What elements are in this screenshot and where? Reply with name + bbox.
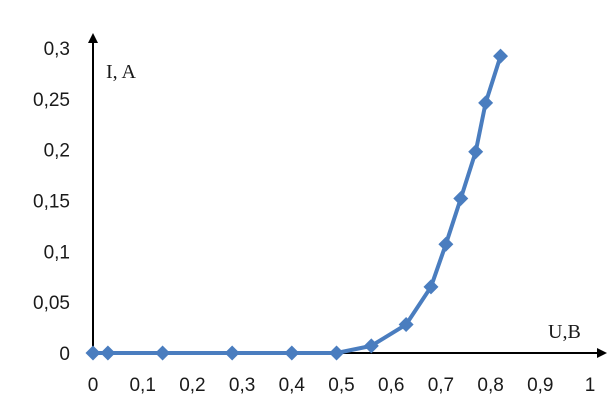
data-point-marker xyxy=(224,345,240,361)
data-point-marker xyxy=(468,144,484,160)
x-axis-arrow xyxy=(597,348,607,358)
data-point-marker xyxy=(85,345,101,361)
series-layer xyxy=(85,48,509,361)
data-point-marker xyxy=(284,345,300,361)
data-point-marker xyxy=(363,338,379,354)
data-point-marker xyxy=(493,48,509,64)
y-tick-label: 0,15 xyxy=(33,192,70,213)
x-tick-label: 0,9 xyxy=(527,375,553,396)
x-tick-label: 0,8 xyxy=(477,375,503,396)
x-tick-label: 0,1 xyxy=(129,375,155,396)
x-tick-label: 0,6 xyxy=(378,375,404,396)
x-axis-ticks: 0 0,1 0,2 0,3 0,4 0,5 0,6 0,7 0,8 0,9 1 xyxy=(88,375,596,396)
y-tick-label: 0,1 xyxy=(44,242,70,263)
x-tick-label: 0,2 xyxy=(179,375,205,396)
x-tick-label: 0 xyxy=(88,375,99,396)
data-point-marker xyxy=(155,345,171,361)
y-tick-label: 0,2 xyxy=(44,141,70,162)
data-point-marker xyxy=(438,236,454,252)
y-tick-label: 0 xyxy=(59,344,70,365)
series-line xyxy=(93,55,503,355)
axes xyxy=(88,33,607,358)
y-axis-ticks: 0 0,05 0,1 0,15 0,2 0,25 0,3 xyxy=(33,39,70,365)
data-point-marker xyxy=(453,190,469,206)
x-axis-title: U,B xyxy=(548,321,581,343)
data-point-marker xyxy=(423,279,439,295)
data-point-marker xyxy=(398,317,414,333)
x-tick-label: 0,5 xyxy=(328,375,354,396)
y-tick-label: 0,3 xyxy=(44,39,70,60)
data-point-marker xyxy=(100,345,116,361)
x-tick-label: 0,4 xyxy=(279,375,306,396)
y-axis-title: I, A xyxy=(106,61,137,83)
x-tick-label: 0,3 xyxy=(229,375,255,396)
y-tick-label: 0,25 xyxy=(33,90,70,111)
x-tick-label: 1 xyxy=(585,375,596,396)
x-tick-label: 0,7 xyxy=(428,375,454,396)
data-point-marker xyxy=(329,345,345,361)
y-axis-arrow xyxy=(88,33,98,43)
y-tick-label: 0,05 xyxy=(33,293,70,314)
data-point-marker xyxy=(478,95,494,111)
